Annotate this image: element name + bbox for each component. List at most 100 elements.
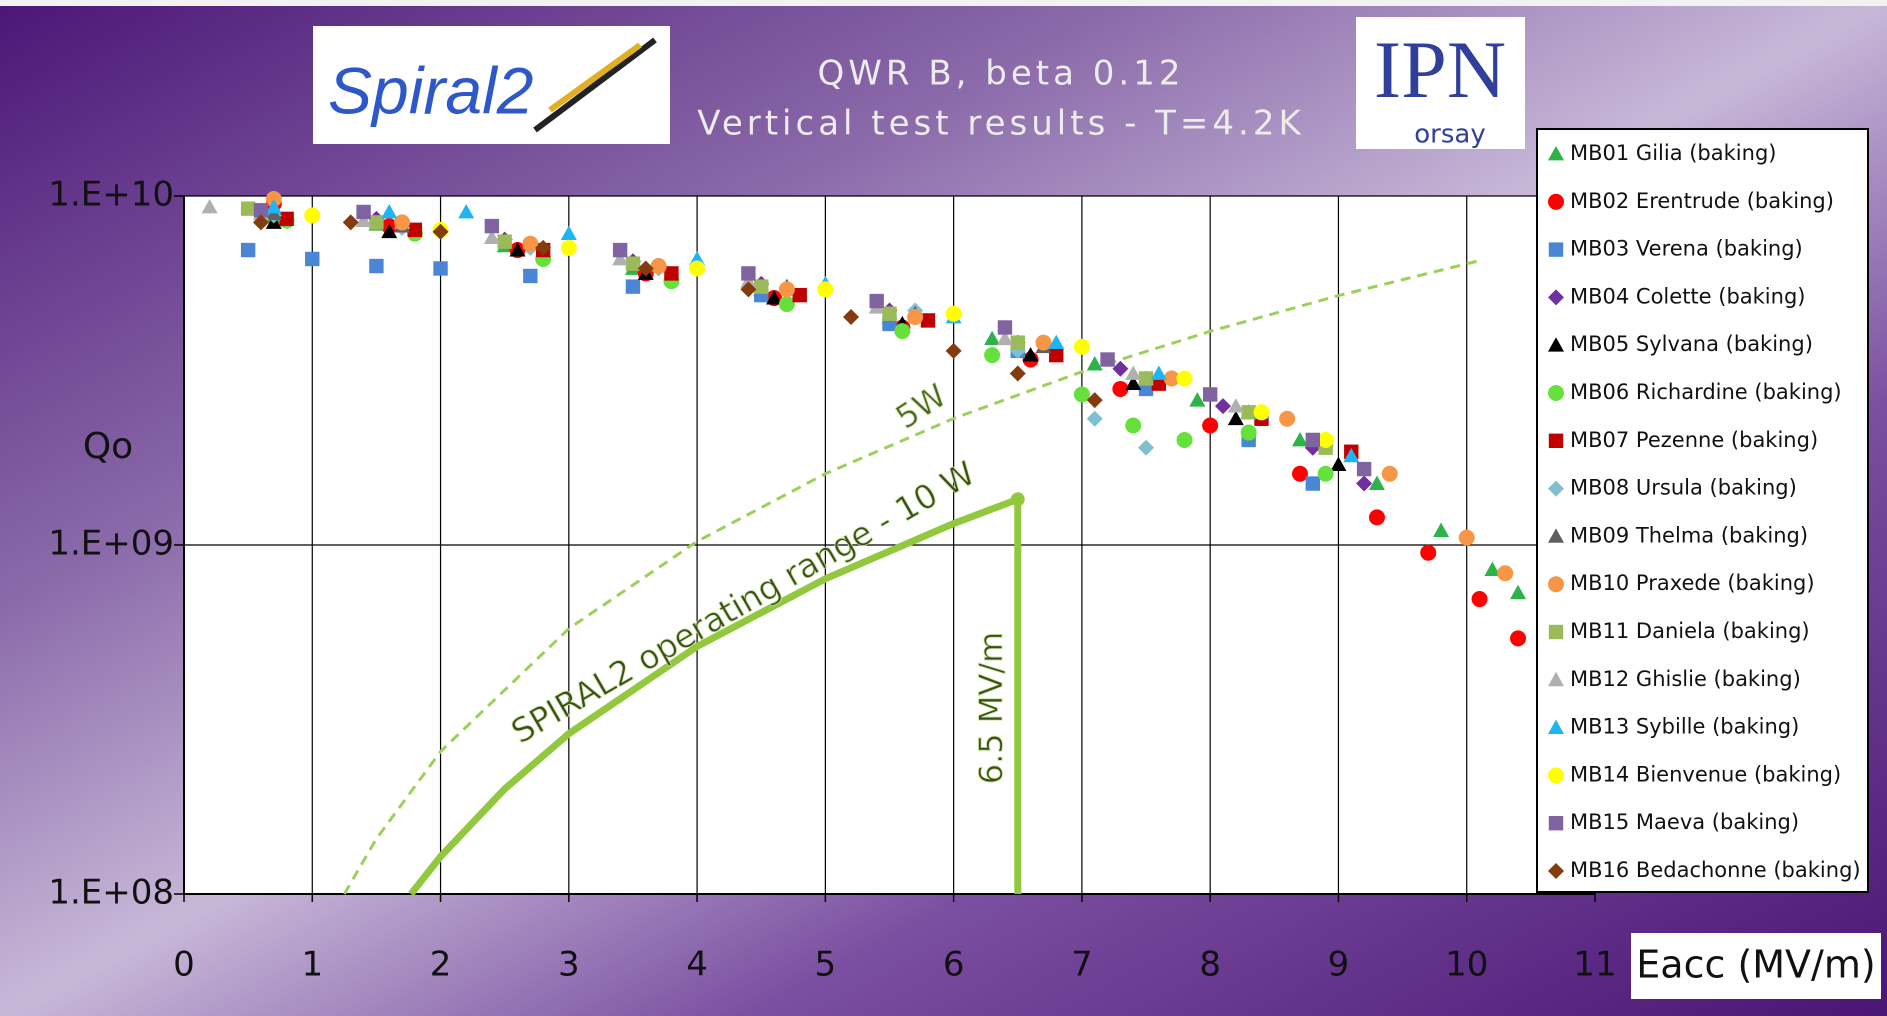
marker xyxy=(689,260,705,276)
marker xyxy=(1318,466,1334,482)
marker xyxy=(522,236,538,252)
marker xyxy=(369,215,383,229)
legend-label: MB15 Maeva (baking) xyxy=(1570,810,1799,834)
marker xyxy=(433,261,447,275)
marker xyxy=(1241,425,1257,441)
marker xyxy=(741,266,755,280)
marker xyxy=(1074,339,1090,355)
legend-label: MB11 Daniela (baking) xyxy=(1570,619,1810,643)
marker xyxy=(356,205,370,219)
marker xyxy=(1420,545,1436,561)
marker xyxy=(1548,576,1564,592)
curve-end xyxy=(1011,492,1025,506)
page: Spiral2 IPN orsay QWR B, beta 0.12 Verti… xyxy=(0,0,1887,1016)
legend-label: MB02 Erentrude (baking) xyxy=(1570,189,1834,213)
y-axis-label: Qo xyxy=(83,426,133,467)
marker xyxy=(1369,509,1385,525)
marker xyxy=(1125,417,1141,433)
legend-label: MB08 Ursula (baking) xyxy=(1570,476,1797,500)
marker xyxy=(1510,630,1526,646)
chart-subtitle: Vertical test results - T=4.2K xyxy=(697,104,1305,144)
x-tick-label: 7 xyxy=(1071,945,1093,985)
marker xyxy=(1279,411,1295,427)
y-tick-label: 1.E+09 xyxy=(48,524,174,564)
marker xyxy=(779,281,795,297)
marker xyxy=(394,214,410,230)
marker xyxy=(305,252,319,266)
legend-label: MB04 Colette (baking) xyxy=(1570,284,1805,308)
marker xyxy=(1548,194,1564,210)
legend-label: MB05 Sylvana (baking) xyxy=(1570,332,1813,356)
x-tick-label: 5 xyxy=(815,945,837,985)
marker xyxy=(1253,404,1269,420)
marker xyxy=(1100,352,1114,366)
legend-label: MB07 Pezenne (baking) xyxy=(1570,428,1818,452)
marker xyxy=(1549,816,1563,830)
legend-label: MB03 Verena (baking) xyxy=(1570,237,1803,261)
x-tick-label: 9 xyxy=(1328,945,1350,985)
legend-label: MB01 Gilia (baking) xyxy=(1570,141,1776,165)
x-axis-label: Eacc (MV/m) xyxy=(1636,943,1875,987)
marker xyxy=(626,279,640,293)
marker xyxy=(626,256,640,270)
marker xyxy=(1202,417,1218,433)
marker xyxy=(561,240,577,256)
y-tick-label: 1.E+08 xyxy=(48,873,174,913)
marker xyxy=(1139,371,1153,385)
marker xyxy=(869,294,883,308)
chart-title: QWR B, beta 0.12 xyxy=(818,54,1185,94)
marker xyxy=(1549,242,1563,256)
marker xyxy=(1548,767,1564,783)
logo-right-sub: orsay xyxy=(1414,120,1485,150)
marker xyxy=(882,306,896,320)
marker xyxy=(817,281,833,297)
legend-label: MB10 Praxede (baking) xyxy=(1570,571,1815,595)
marker xyxy=(907,309,923,325)
logo-left: Spiral2 xyxy=(328,53,533,127)
x-tick-label: 6 xyxy=(943,945,965,985)
marker xyxy=(523,269,537,283)
legend-label: MB06 Richardine (baking) xyxy=(1570,380,1842,404)
x-tick-label: 4 xyxy=(686,945,708,985)
marker xyxy=(1549,625,1563,639)
marker xyxy=(1177,370,1193,386)
marker xyxy=(279,212,293,226)
marker xyxy=(894,323,910,339)
x-tick-label: 10 xyxy=(1445,945,1488,985)
top-band xyxy=(0,0,1887,6)
marker xyxy=(1177,432,1193,448)
marker xyxy=(651,258,667,274)
marker xyxy=(485,219,499,233)
y-tick-label: 1.E+10 xyxy=(48,175,174,215)
x-tick-label: 2 xyxy=(430,945,452,985)
annotation: 6.5 MV/m xyxy=(972,632,1010,785)
marker xyxy=(1292,466,1308,482)
x-tick-label: 8 xyxy=(1199,945,1221,985)
marker xyxy=(754,279,768,293)
marker xyxy=(1203,387,1217,401)
x-tick-label: 11 xyxy=(1573,945,1616,985)
x-tick-label: 1 xyxy=(301,945,323,985)
marker xyxy=(1318,432,1334,448)
marker xyxy=(369,259,383,273)
marker xyxy=(304,207,320,223)
marker xyxy=(984,347,1000,363)
marker xyxy=(1357,462,1371,476)
marker xyxy=(241,201,255,215)
marker xyxy=(1548,385,1564,401)
x-tick-label: 3 xyxy=(558,945,580,985)
marker xyxy=(1459,530,1475,546)
legend-label: MB12 Ghislie (baking) xyxy=(1570,667,1801,691)
marker xyxy=(1382,466,1398,482)
legend-label: MB13 Sybille (baking) xyxy=(1570,715,1799,739)
marker xyxy=(1497,565,1513,581)
marker xyxy=(1049,348,1063,362)
marker xyxy=(613,243,627,257)
legend-label: MB09 Thelma (baking) xyxy=(1570,523,1808,547)
marker xyxy=(946,306,962,322)
legend-label: MB14 Bienvenue (baking) xyxy=(1570,762,1841,786)
legend-label: MB16 Bedachonne (baking) xyxy=(1570,858,1861,882)
marker xyxy=(1306,476,1320,490)
logo-right: IPN xyxy=(1374,24,1506,115)
marker xyxy=(1011,335,1025,349)
